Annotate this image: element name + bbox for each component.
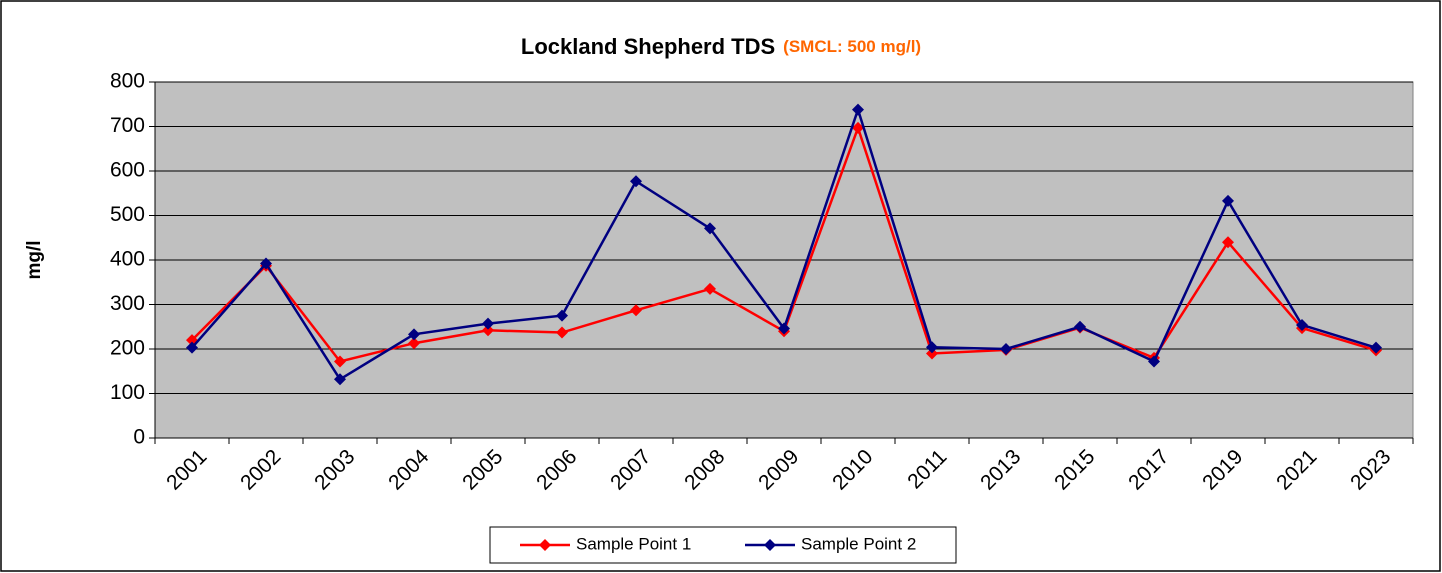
y-tick-label: 0	[133, 426, 145, 449]
data-point	[408, 337, 420, 350]
data-point	[704, 282, 716, 295]
y-tick-label: 200	[110, 337, 145, 360]
y-tick-label: 600	[110, 159, 145, 182]
data-point	[1148, 355, 1160, 368]
chart-title: Lockland Shepherd TDS	[521, 34, 775, 59]
chart-subtitle: (SMCL: 500 mg/l)	[783, 37, 921, 56]
data-point	[1074, 320, 1086, 333]
data-point	[1222, 194, 1234, 207]
data-point	[482, 317, 494, 330]
data-point	[926, 341, 938, 354]
legend-marker	[539, 539, 551, 551]
y-tick-label: 300	[110, 292, 145, 315]
data-point	[852, 103, 864, 116]
y-tick-label: 500	[110, 203, 145, 226]
data-point	[186, 341, 198, 354]
data-point	[1000, 343, 1012, 355]
data-point	[260, 257, 272, 270]
y-axis-label: mg/l	[24, 240, 45, 279]
legend-label: Sample Point 1	[576, 534, 691, 553]
y-tick-label: 100	[110, 381, 145, 404]
y-tick-label: 700	[110, 114, 145, 137]
data-point	[630, 175, 642, 188]
y-tick-label: 400	[110, 248, 145, 271]
data-point	[1370, 341, 1382, 354]
data-point	[1296, 318, 1308, 331]
data-point	[482, 324, 494, 337]
y-tick-label: 800	[110, 70, 145, 93]
data-point	[926, 347, 938, 360]
data-point	[556, 326, 568, 339]
data-point	[334, 355, 346, 368]
data-point	[704, 222, 716, 235]
data-point	[852, 121, 864, 134]
legend-marker	[764, 539, 776, 551]
data-point	[556, 309, 568, 322]
chart-title-group: Lockland Shepherd TDS (SMCL: 500 mg/l)	[521, 34, 921, 59]
data-point	[408, 328, 420, 341]
data-point	[1222, 236, 1234, 249]
data-point	[630, 304, 642, 317]
data-point	[778, 322, 790, 335]
legend-label: Sample Point 2	[801, 534, 916, 553]
data-point	[334, 373, 346, 386]
